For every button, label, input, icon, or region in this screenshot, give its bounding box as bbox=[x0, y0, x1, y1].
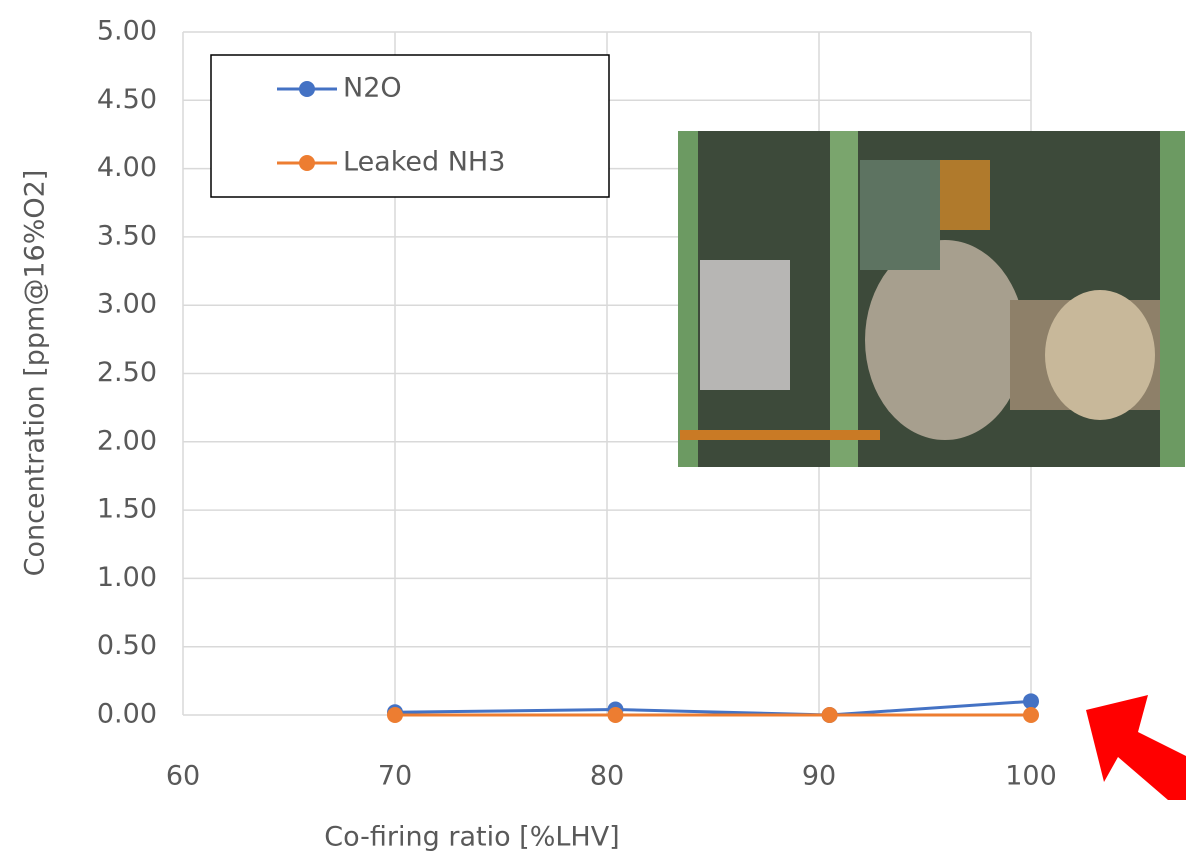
x-tick-label: 90 bbox=[802, 761, 836, 792]
data-point bbox=[1023, 693, 1039, 709]
y-tick-label: 0.50 bbox=[97, 630, 157, 661]
legend-marker bbox=[299, 155, 315, 171]
y-tick-label: 3.00 bbox=[97, 289, 157, 320]
y-tick-label: 3.50 bbox=[97, 220, 157, 251]
y-tick-label: 2.50 bbox=[97, 357, 157, 388]
data-point bbox=[387, 707, 403, 723]
y-tick-label: 1.50 bbox=[97, 494, 157, 525]
y-tick-label: 5.00 bbox=[97, 16, 157, 47]
red-arrow bbox=[1086, 695, 1186, 800]
x-tick-label: 80 bbox=[590, 761, 624, 792]
x-tick-label: 100 bbox=[1005, 761, 1057, 792]
x-tick-label: 60 bbox=[166, 761, 200, 792]
y-tick-label: 1.00 bbox=[97, 562, 157, 593]
data-point bbox=[607, 707, 623, 723]
legend-label: N2O bbox=[343, 73, 402, 104]
x-axis-label: Co-firing ratio [%LHV] bbox=[324, 822, 619, 853]
y-tick-label: 4.00 bbox=[97, 152, 157, 183]
legend-marker bbox=[299, 81, 315, 97]
x-tick-label: 70 bbox=[378, 761, 412, 792]
data-point bbox=[1023, 707, 1039, 723]
photo bbox=[678, 131, 1185, 467]
y-tick-label: 2.00 bbox=[97, 425, 157, 456]
chart: Co-firing ratio [%LHV] Concentration [pp… bbox=[0, 0, 1186, 856]
data-point bbox=[822, 707, 838, 723]
y-axis-label: Concentration [ppm@16%O2] bbox=[20, 170, 51, 577]
y-tick-label: 4.50 bbox=[97, 84, 157, 115]
series-line bbox=[395, 701, 1031, 715]
legend-label: Leaked NH3 bbox=[343, 147, 505, 178]
y-tick-label: 0.00 bbox=[97, 699, 157, 730]
